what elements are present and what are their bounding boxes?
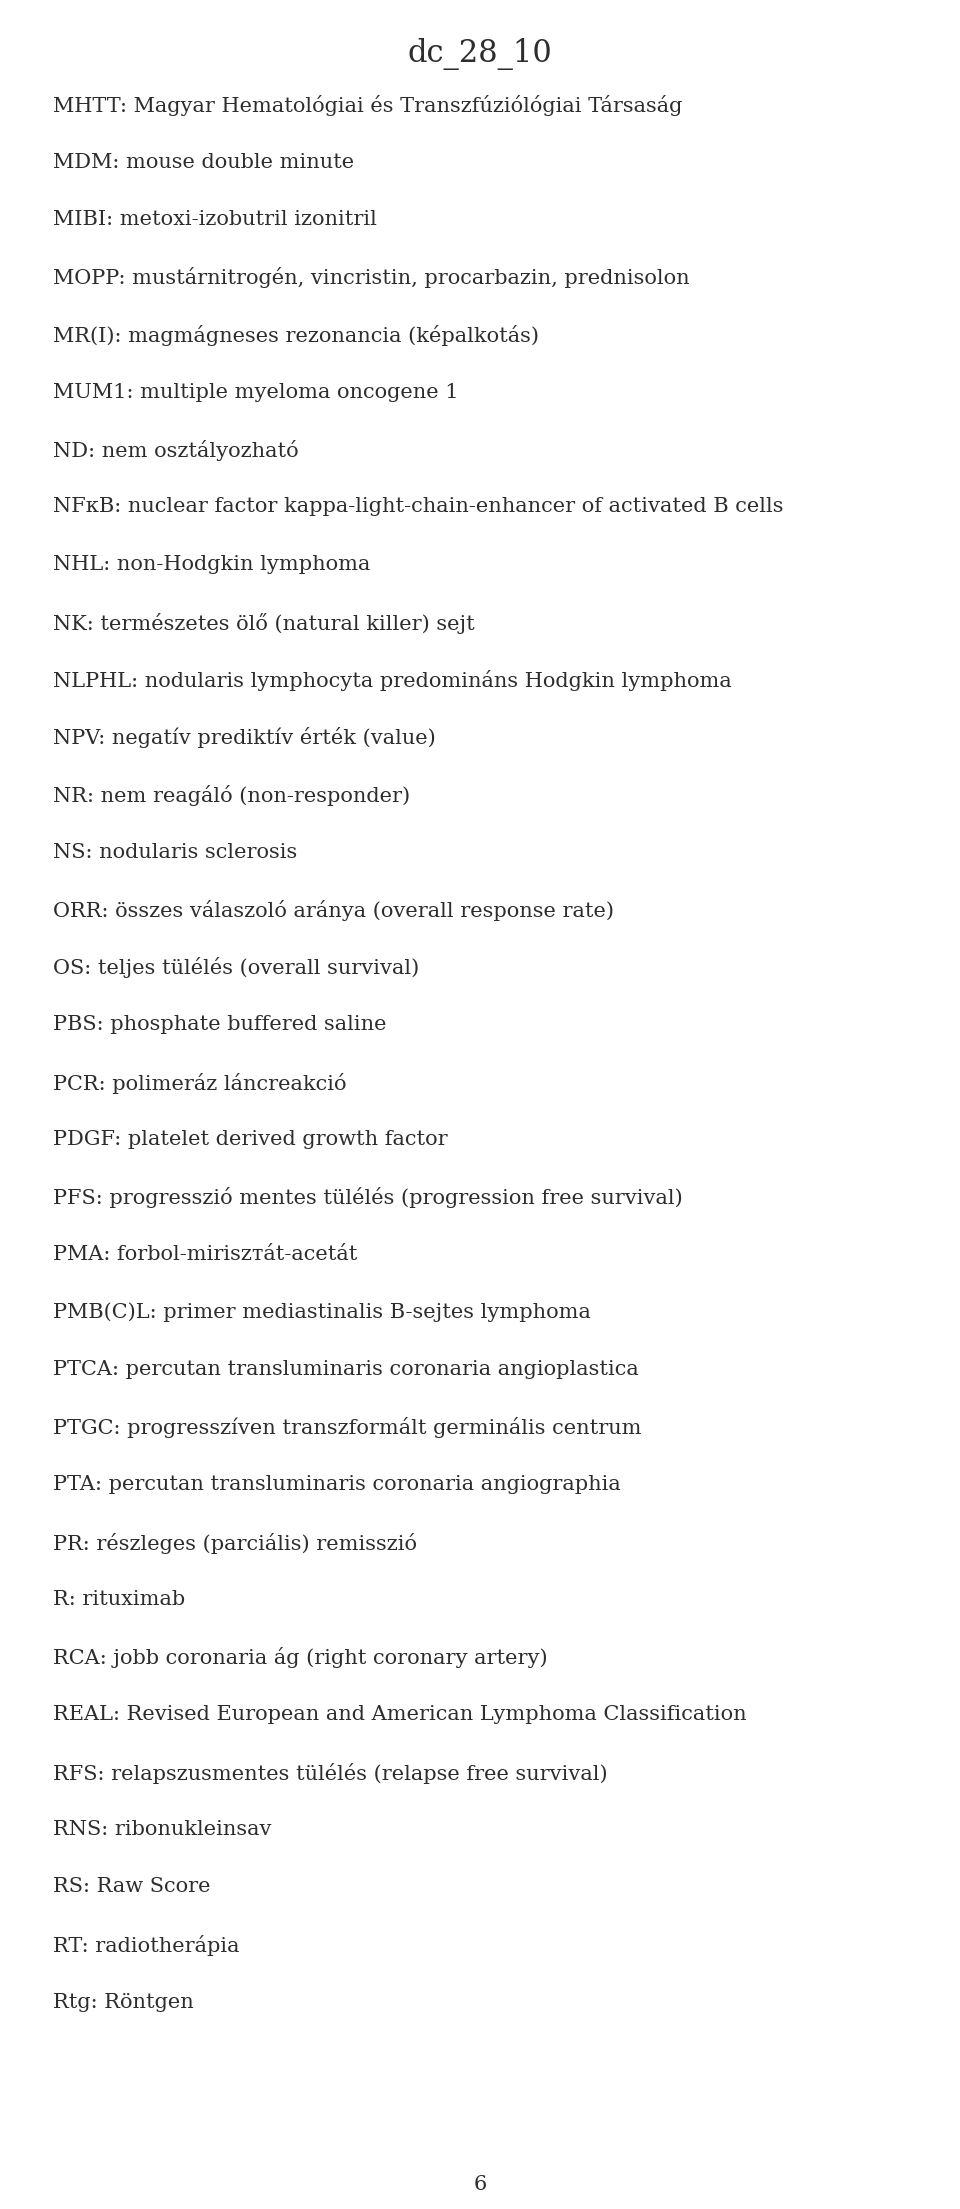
Text: PCR: polimeráz láncreakció: PCR: polimeráz láncreakció bbox=[53, 1074, 347, 1093]
Text: RCA: jobb coronaria ág (right coronary artery): RCA: jobb coronaria ág (right coronary a… bbox=[53, 1648, 547, 1668]
Text: PBS: phosphate buffered saline: PBS: phosphate buffered saline bbox=[53, 1014, 387, 1034]
Text: NFκB: nuclear factor kappa-light-chain-enhancer of activated B cells: NFκB: nuclear factor kappa-light-chain-e… bbox=[53, 497, 783, 517]
Text: MDM: mouse double minute: MDM: mouse double minute bbox=[53, 152, 354, 172]
Text: PR: részleges (parciális) remisszió: PR: részleges (parciális) remisszió bbox=[53, 1533, 417, 1553]
Text: PDGF: platelet derived growth factor: PDGF: platelet derived growth factor bbox=[53, 1131, 447, 1149]
Text: MHTT: Magyar Hematológiai és Transzfúziólógiai Társaság: MHTT: Magyar Hematológiai és Transzfúzió… bbox=[53, 95, 683, 117]
Text: PMB(C)L: primer mediastinalis B-sejtes lymphoma: PMB(C)L: primer mediastinalis B-sejtes l… bbox=[53, 1303, 590, 1323]
Text: PMA: forbol-miriszтát-acetát: PMA: forbol-miriszтát-acetát bbox=[53, 1246, 357, 1264]
Text: ORR: összes válaszoló aránya (overall response rate): ORR: összes válaszoló aránya (overall re… bbox=[53, 899, 614, 921]
Text: MR(I): magmágneses rezonancia (képalkotás): MR(I): magmágneses rezonancia (képalkotá… bbox=[53, 325, 539, 347]
Text: RNS: ribonukleinsav: RNS: ribonukleinsav bbox=[53, 1820, 272, 1840]
Text: MOPP: mustárnitrogén, vincristin, procarbazin, prednisolon: MOPP: mustárnitrogén, vincristin, procar… bbox=[53, 267, 689, 289]
Text: REAL: Revised European and American Lymphoma Classification: REAL: Revised European and American Lymp… bbox=[53, 1705, 747, 1723]
Text: MUM1: multiple myeloma oncogene 1: MUM1: multiple myeloma oncogene 1 bbox=[53, 382, 459, 402]
Text: ND: nem osztályozható: ND: nem osztályozható bbox=[53, 440, 299, 462]
Text: 6: 6 bbox=[473, 2176, 487, 2194]
Text: RS: Raw Score: RS: Raw Score bbox=[53, 1878, 210, 1898]
Text: Rtg: Röntgen: Rtg: Röntgen bbox=[53, 1993, 194, 2012]
Text: NK: természetes ölő (natural killer) sejt: NK: természetes ölő (natural killer) sej… bbox=[53, 612, 475, 634]
Text: PTGC: progresszíven transzformált germinális centrum: PTGC: progresszíven transzformált germin… bbox=[53, 1418, 641, 1438]
Text: NLPHL: nodularis lymphocyta predomináns Hodgkin lymphoma: NLPHL: nodularis lymphocyta predomináns … bbox=[53, 669, 732, 691]
Text: NPV: negatív prediktív érték (value): NPV: negatív prediktív érték (value) bbox=[53, 727, 436, 749]
Text: PTCA: percutan transluminaris coronaria angioplastica: PTCA: percutan transluminaris coronaria … bbox=[53, 1361, 638, 1378]
Text: NHL: non-Hodgkin lymphoma: NHL: non-Hodgkin lymphoma bbox=[53, 554, 371, 574]
Text: RT: radiotherápia: RT: radiotherápia bbox=[53, 1935, 239, 1955]
Text: MIBI: metoxi-izobutril izonitril: MIBI: metoxi-izobutril izonitril bbox=[53, 210, 377, 230]
Text: R: rituximab: R: rituximab bbox=[53, 1590, 185, 1608]
Text: OS: teljes tülélés (overall survival): OS: teljes tülélés (overall survival) bbox=[53, 956, 420, 979]
Text: NR: nem reagáló (non-responder): NR: nem reagáló (non-responder) bbox=[53, 784, 410, 806]
Text: dc_28_10: dc_28_10 bbox=[408, 38, 552, 71]
Text: PFS: progresszió mentes tülélés (progression free survival): PFS: progresszió mentes tülélés (progres… bbox=[53, 1188, 683, 1208]
Text: RFS: relapszusmentes tülélés (relapse free survival): RFS: relapszusmentes tülélés (relapse fr… bbox=[53, 1763, 608, 1783]
Text: PTA: percutan transluminaris coronaria angiographia: PTA: percutan transluminaris coronaria a… bbox=[53, 1476, 621, 1493]
Text: NS: nodularis sclerosis: NS: nodularis sclerosis bbox=[53, 842, 298, 862]
